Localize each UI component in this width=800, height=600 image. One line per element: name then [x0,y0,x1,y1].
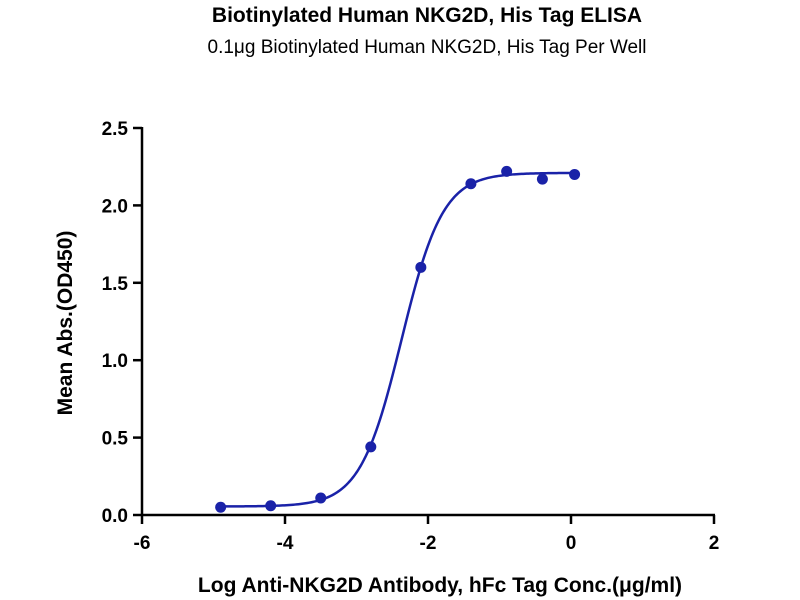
fit-curve-layer [220,171,575,508]
fit-curve [220,171,575,508]
data-point [315,492,327,504]
x-tick-label: -2 [420,533,437,554]
data-points-layer [215,165,581,513]
y-tick-label: 1.0 [102,351,128,372]
chart-subtitle: 0.1μg Biotinylated Human NKG2D, His Tag … [207,37,647,58]
y-axis-label: Mean Abs.(OD450) [54,231,77,416]
x-tick-label: 2 [709,533,720,554]
y-tick-label: 2.0 [102,196,128,217]
axes: -6 -4 -2 0 2 0.0 0.5 1.0 1.5 2.0 2.5 [102,119,720,554]
y-tick-label: 0.0 [102,506,128,527]
x-tick-label: -4 [277,533,294,554]
data-point [536,173,548,185]
data-point [265,500,277,512]
data-point [215,501,227,513]
x-tick-label: -6 [134,533,151,554]
data-point [569,168,581,180]
data-point [465,178,477,190]
x-axis-label: Log Anti-NKG2D Antibody, hFc Tag Conc.(μ… [198,574,682,597]
y-tick-label: 1.5 [102,274,129,295]
data-point [501,165,513,177]
data-point [415,261,427,273]
x-tick-label: 0 [566,533,577,554]
y-tick-label: 0.5 [102,429,129,450]
data-point [365,441,377,453]
chart-title: Biotinylated Human NKG2D, His Tag ELISA [211,4,643,27]
y-tick-label: 2.5 [102,119,129,140]
